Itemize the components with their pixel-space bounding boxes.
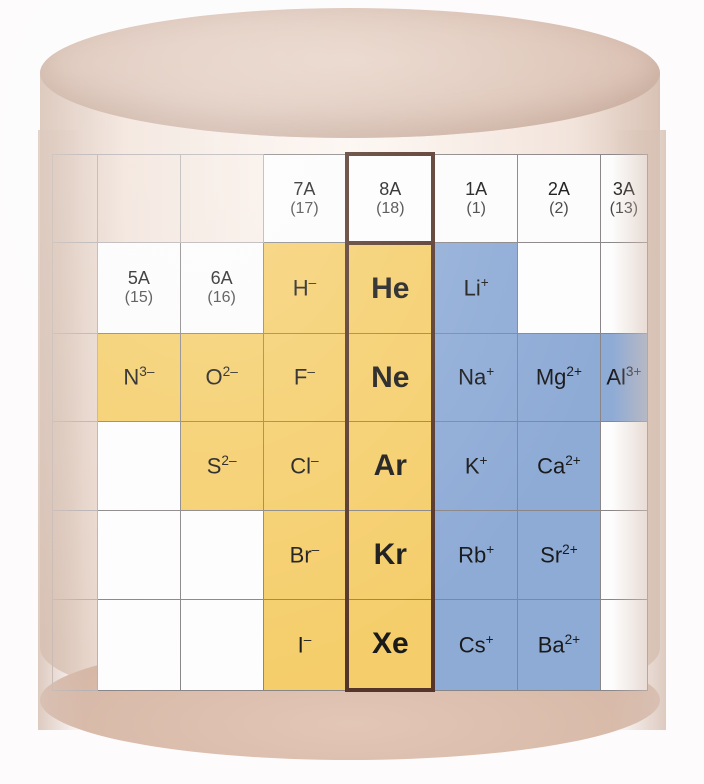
cell-Cl-minus: Cl– xyxy=(263,422,347,511)
cell-K-plus: K+ xyxy=(433,422,517,511)
cell-Cs-plus: Cs+ xyxy=(433,599,517,690)
cell-Na-plus: Na+ xyxy=(433,333,517,422)
cell-Ca-2plus: Ca2+ xyxy=(518,422,601,511)
cell-Sr-2plus: Sr2+ xyxy=(518,511,601,600)
periodic-grid: 7A(17) 8A(18) 1A(1) 2A(2) 3A(13) 5A(15) … xyxy=(52,152,648,692)
cell-Rb-plus: Rb+ xyxy=(433,511,517,600)
cell-Xe: Xe xyxy=(347,599,433,690)
cell-O2-minus: O2– xyxy=(180,333,263,422)
cell-Ar: Ar xyxy=(347,422,433,511)
group-header-6A: 6A(16) xyxy=(180,243,263,334)
blank-cell xyxy=(180,511,263,600)
cell-He: He xyxy=(347,243,433,334)
cell-Ne: Ne xyxy=(347,333,433,422)
cell-Kr: Kr xyxy=(347,511,433,600)
edge-cell xyxy=(53,154,98,243)
blank-cell xyxy=(180,599,263,690)
edge-cell xyxy=(600,511,647,600)
edge-cell xyxy=(600,599,647,690)
blank-cell xyxy=(98,154,181,243)
group-header-1A: 1A(1) xyxy=(433,154,517,243)
group-header-7A: 7A(17) xyxy=(263,154,347,243)
cell-Br-minus: Br– xyxy=(263,511,347,600)
edge-cell xyxy=(53,333,98,422)
edge-cell xyxy=(53,243,98,334)
edge-cell xyxy=(53,511,98,600)
cell-N3-minus: N3– xyxy=(98,333,181,422)
isoelectronic-cylinder-diagram: 7A(17) 8A(18) 1A(1) 2A(2) 3A(13) 5A(15) … xyxy=(0,0,704,784)
edge-cell xyxy=(53,422,98,511)
cell-Ba-2plus: Ba2+ xyxy=(518,599,601,690)
group-header-8A: 8A(18) xyxy=(347,154,433,243)
edge-cell xyxy=(600,243,647,334)
blank-cell xyxy=(180,154,263,243)
group-header-3A: 3A(13) xyxy=(600,154,647,243)
group-header-2A: 2A(2) xyxy=(518,154,601,243)
cell-Al-3plus: Al3+ xyxy=(600,333,647,422)
cell-F-minus: F– xyxy=(263,333,347,422)
cylinder-top xyxy=(40,8,660,138)
blank-cell xyxy=(98,422,181,511)
cell-H-minus: H– xyxy=(263,243,347,334)
edge-cell xyxy=(600,422,647,511)
cell-S2-minus: S2– xyxy=(180,422,263,511)
cell-Li-plus: Li+ xyxy=(433,243,517,334)
blank-cell xyxy=(98,511,181,600)
cell-I-minus: I– xyxy=(263,599,347,690)
blank-cell xyxy=(518,243,601,334)
edge-cell xyxy=(53,599,98,690)
periodic-table-fragment: 7A(17) 8A(18) 1A(1) 2A(2) 3A(13) 5A(15) … xyxy=(52,152,648,692)
blank-cell xyxy=(98,599,181,690)
group-header-5A: 5A(15) xyxy=(98,243,181,334)
cell-Mg-2plus: Mg2+ xyxy=(518,333,601,422)
